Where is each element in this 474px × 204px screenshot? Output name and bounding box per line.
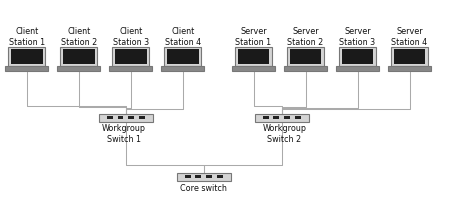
Bar xyxy=(217,175,223,178)
Bar xyxy=(255,114,309,122)
Bar xyxy=(177,173,231,181)
Text: Server
Station 3: Server Station 3 xyxy=(339,27,375,46)
Bar xyxy=(184,175,191,178)
Bar xyxy=(391,48,428,67)
Text: Core switch: Core switch xyxy=(181,183,228,192)
Bar xyxy=(164,48,201,67)
Bar xyxy=(8,48,45,67)
Bar xyxy=(206,175,212,178)
Bar xyxy=(235,48,272,67)
Text: Client
Station 3: Client Station 3 xyxy=(113,27,149,46)
Bar xyxy=(287,48,324,67)
Bar xyxy=(5,67,48,72)
Bar xyxy=(339,48,376,67)
Text: Workgroup
Switch 2: Workgroup Switch 2 xyxy=(262,124,306,143)
Bar xyxy=(263,116,269,120)
Bar xyxy=(57,67,100,72)
Bar xyxy=(63,49,94,65)
Bar xyxy=(60,48,97,67)
Bar xyxy=(99,114,153,122)
Bar xyxy=(388,67,431,72)
Bar xyxy=(290,49,321,65)
Bar xyxy=(393,49,425,65)
Bar xyxy=(284,116,290,120)
Text: Server
Station 2: Server Station 2 xyxy=(287,27,324,46)
Bar xyxy=(161,67,204,72)
Bar xyxy=(112,48,149,67)
Text: Client
Station 1: Client Station 1 xyxy=(9,27,45,46)
Text: Client
Station 2: Client Station 2 xyxy=(61,27,97,46)
Bar xyxy=(118,116,124,120)
Bar xyxy=(237,49,269,65)
Text: Client
Station 4: Client Station 4 xyxy=(164,27,201,46)
Bar xyxy=(295,116,301,120)
Bar xyxy=(284,67,327,72)
Bar xyxy=(273,116,280,120)
Bar xyxy=(128,116,134,120)
Text: Workgroup
Switch 1: Workgroup Switch 1 xyxy=(101,124,146,143)
Bar xyxy=(167,49,199,65)
Bar xyxy=(139,116,145,120)
Bar xyxy=(109,67,152,72)
Text: Server
Station 4: Server Station 4 xyxy=(392,27,428,46)
Bar xyxy=(11,49,43,65)
Bar xyxy=(115,49,146,65)
Bar xyxy=(232,67,275,72)
Bar xyxy=(107,116,113,120)
Bar xyxy=(336,67,379,72)
Bar xyxy=(342,49,374,65)
Bar xyxy=(195,175,201,178)
Text: Server
Station 1: Server Station 1 xyxy=(236,27,272,46)
